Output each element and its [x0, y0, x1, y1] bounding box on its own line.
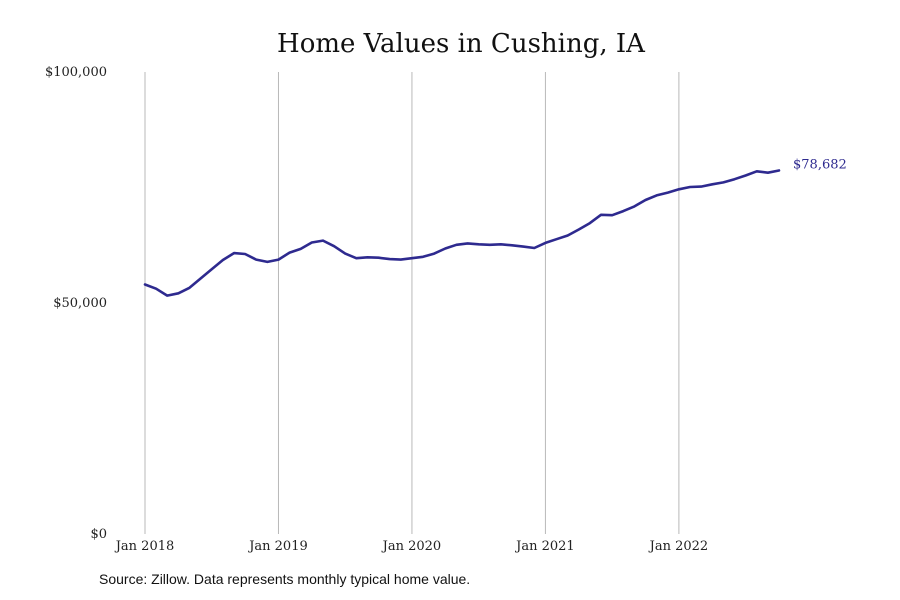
x-tick-label: Jan 2022 — [648, 539, 709, 554]
y-tick-label: $100,000 — [45, 65, 107, 80]
chart-title: Home Values in Cushing, IA — [277, 29, 646, 59]
series-layer — [143, 169, 781, 297]
x-tick-label: Jan 2021 — [514, 539, 575, 554]
y-axis-ticks: $0 $50,000 $100,000 — [45, 65, 107, 542]
y-tick-label: $50,000 — [53, 296, 107, 311]
x-tick-label: Jan 2018 — [114, 539, 175, 554]
y-tick-label: $0 — [90, 527, 107, 542]
grid-layer — [144, 72, 680, 534]
source-note: Source: Zillow. Data represents monthly … — [99, 571, 471, 587]
end-value-label: $78,682 — [793, 157, 847, 172]
x-tick-label: Jan 2019 — [247, 539, 308, 554]
x-axis-ticks: Jan 2018 Jan 2019 Jan 2020 Jan 2021 Jan 2022 — [114, 539, 708, 554]
series-line — [143, 169, 781, 297]
x-tick-label: Jan 2020 — [381, 539, 442, 554]
